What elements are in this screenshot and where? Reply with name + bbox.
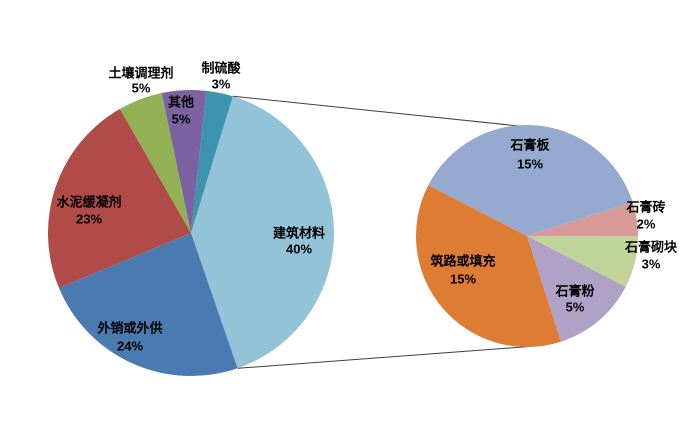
primary-pie-slice-3-percent: 5%	[132, 80, 151, 95]
secondary-pie-slice-0-percent: 15%	[517, 156, 543, 171]
secondary-pie-slice-0-label: 石膏板	[509, 137, 550, 152]
secondary-pie-slice-0	[428, 124, 633, 236]
secondary-pie-slice-4-label: 筑路或填充	[430, 253, 495, 268]
primary-pie-slice-2-label: 水泥缓凝剂	[56, 194, 121, 209]
secondary-pie-slice-4	[415, 185, 561, 348]
secondary-pie-slice-1-label: 石膏砖	[625, 199, 665, 214]
primary-pie-slice-3	[119, 93, 191, 234]
primary-pie-slice-4-label: 其他	[168, 94, 194, 109]
primary-pie-slice-1-percent: 24%	[117, 338, 143, 353]
secondary-pie-slice-4-percent: 15%	[450, 271, 476, 286]
primary-pie-slice-0-percent: 40%	[286, 241, 312, 256]
secondary-pie-slice-1-percent: 2%	[637, 216, 656, 231]
primary-pie-slice-1	[58, 233, 238, 377]
primary-pie-slice-0	[191, 96, 335, 369]
secondary-pie-slice-2-label: 石膏砌块	[624, 239, 678, 254]
primary-pie-slice-5	[191, 90, 233, 233]
primary-pie-slice-4	[161, 90, 207, 234]
secondary-pie-slice-3-label: 石膏粉	[554, 283, 594, 298]
primary-pie-slice-5-percent: 3%	[212, 76, 231, 91]
primary-pie-slice-2-percent: 23%	[76, 211, 102, 226]
secondary-pie-slice-2-percent: 3%	[642, 256, 661, 271]
primary-pie-slice-2	[48, 108, 191, 288]
primary-pie-slice-4-percent: 5%	[172, 111, 191, 126]
primary-pie-slice-5-label: 制硫酸	[201, 60, 241, 75]
secondary-pie-slice-2	[527, 236, 638, 287]
primary-pie-slice-0-label: 建筑材料	[273, 225, 325, 240]
primary-pie-slice-3-label: 土壤调理剂	[108, 65, 173, 80]
series-connector-line-top	[232, 95, 525, 127]
series-connector-line-bottom	[237, 346, 530, 369]
secondary-pie-slice-1	[527, 202, 639, 237]
secondary-pie-slice-3-percent: 5%	[566, 299, 585, 314]
secondary-pie-slice-3	[527, 236, 626, 342]
primary-pie-slice-1-label: 外销或外供	[96, 320, 162, 335]
